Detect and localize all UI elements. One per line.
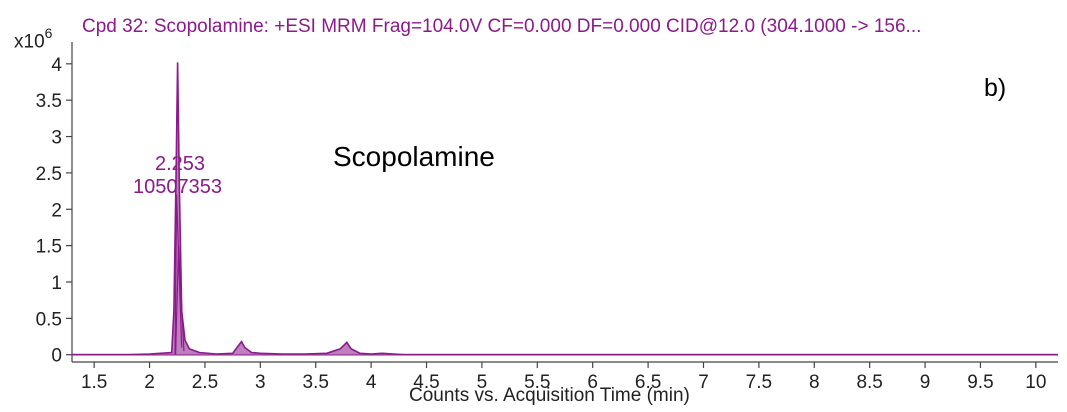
- x-tick-label: 6.5: [635, 372, 661, 393]
- peak-inner-trace: [174, 245, 185, 355]
- x-tick-label: 7.5: [746, 372, 772, 393]
- x-tick-label: 9: [920, 372, 931, 393]
- y-scale-base: x10: [14, 31, 45, 53]
- x-tick-label: 3: [255, 372, 266, 393]
- y-tick-label: 3.5: [36, 91, 62, 112]
- chart-title: Cpd 32: Scopolamine: +ESI MRM Frag=104.0…: [82, 16, 922, 37]
- peak-inner-trace: [174, 194, 183, 355]
- compound-annotation: Scopolamine: [333, 141, 495, 172]
- y-tick-label: 0: [51, 346, 62, 367]
- x-tick-label: 4: [366, 372, 377, 393]
- x-tick-label: 5.5: [524, 372, 550, 393]
- panel-label: b): [984, 74, 1007, 102]
- y-tick-label: 3: [51, 128, 62, 149]
- x-tick-label: 5: [477, 372, 488, 393]
- peak-fill-area: [72, 62, 1058, 355]
- y-scale-label: x106: [14, 25, 53, 53]
- y-tick-label: 1: [51, 273, 62, 294]
- x-tick-label: 1.5: [81, 372, 107, 393]
- x-tick-label: 10: [1025, 372, 1046, 393]
- y-tick-label: 2: [51, 200, 62, 221]
- x-tick-label: 3.5: [303, 372, 329, 393]
- x-tick-label: 2: [144, 372, 155, 393]
- y-tick-label: 4: [51, 55, 62, 76]
- y-tick-label: 2.5: [36, 164, 62, 185]
- peak-retention-time-label: 2.253: [155, 153, 206, 175]
- x-tick-label: 2.5: [192, 372, 218, 393]
- y-scale-exponent: 6: [44, 25, 53, 41]
- x-tick-label: 7: [698, 372, 709, 393]
- y-tick-label: 0.5: [36, 309, 62, 330]
- x-tick-label: 8: [809, 372, 820, 393]
- x-tick-label: 4.5: [413, 372, 439, 393]
- y-tick-label: 1.5: [36, 237, 62, 258]
- x-tick-label: 9.5: [967, 372, 993, 393]
- x-tick-label: 6: [587, 372, 598, 393]
- chromatogram-line: [72, 62, 1058, 356]
- x-tick-label: 8.5: [856, 372, 882, 393]
- x-axis-label: Counts vs. Acquisition Time (min): [409, 385, 690, 406]
